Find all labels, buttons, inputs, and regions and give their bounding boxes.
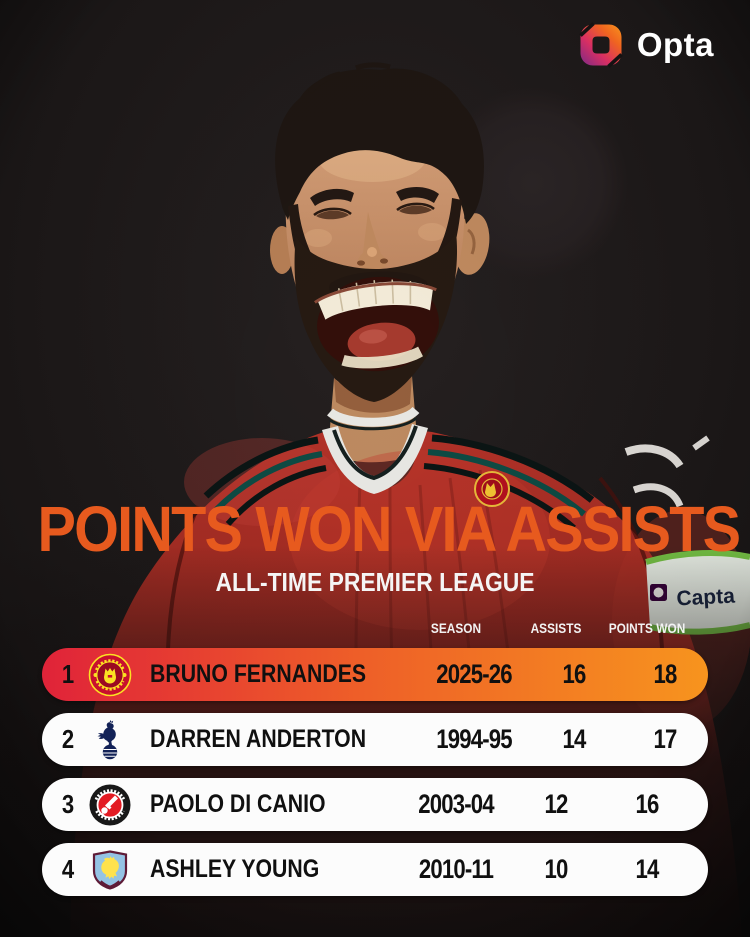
rank-value: 2	[61, 724, 75, 754]
club-badge	[86, 718, 134, 762]
column-header-points-won: POINTS WON	[608, 620, 686, 636]
player-name: PAOLO DI CANIO	[150, 790, 326, 818]
charlton-athletic-badge-icon	[89, 784, 131, 825]
table-body: 1	[42, 648, 708, 896]
column-header-season: SEASON	[430, 620, 482, 636]
club-badge	[86, 653, 134, 697]
points-won-value: 16	[635, 789, 659, 819]
aston-villa-badge-icon	[92, 849, 128, 890]
leaderboard-table: SEASON ASSISTS POINTS WON 1	[42, 615, 708, 908]
manchester-united-badge-icon	[88, 653, 132, 696]
assists-value: 16	[562, 659, 587, 689]
rank-value: 1	[61, 659, 75, 689]
season-value: 2010-11	[418, 854, 494, 884]
assists-value: 14	[562, 724, 587, 754]
page-subtitle: ALL-TIME PREMIER LEAGUE	[215, 567, 535, 597]
opta-logo-icon	[579, 22, 623, 68]
club-badge	[86, 783, 134, 827]
table-row: 3	[42, 778, 708, 831]
table-row: 4	[42, 843, 708, 896]
season-value: 2003-04	[418, 789, 494, 819]
table-row: 1	[42, 648, 708, 701]
season-value: 2025-26	[436, 659, 512, 689]
opta-logo-text: Opta	[636, 26, 714, 63]
player-name: BRUNO FERNANDES	[150, 660, 367, 688]
season-value: 1994-95	[436, 724, 512, 754]
rank-value: 4	[61, 854, 75, 884]
page-title: POINTS WON VIA ASSISTS	[37, 493, 742, 565]
assists-value: 12	[544, 789, 568, 819]
opta-logo: Opta	[578, 22, 714, 68]
table-row: 2	[42, 713, 708, 766]
player-name: DARREN ANDERTON	[150, 725, 367, 753]
points-won-value: 18	[653, 659, 678, 689]
column-header-assists: ASSISTS	[530, 620, 582, 636]
table-header-row: SEASON ASSISTS POINTS WON	[42, 615, 708, 641]
points-won-value: 14	[635, 854, 659, 884]
assists-value: 10	[544, 854, 568, 884]
player-name: ASHLEY YOUNG	[150, 855, 320, 883]
tottenham-hotspur-badge-icon	[97, 719, 118, 759]
points-won-value: 17	[653, 724, 678, 754]
rank-value: 3	[61, 789, 75, 819]
club-badge	[86, 848, 134, 892]
